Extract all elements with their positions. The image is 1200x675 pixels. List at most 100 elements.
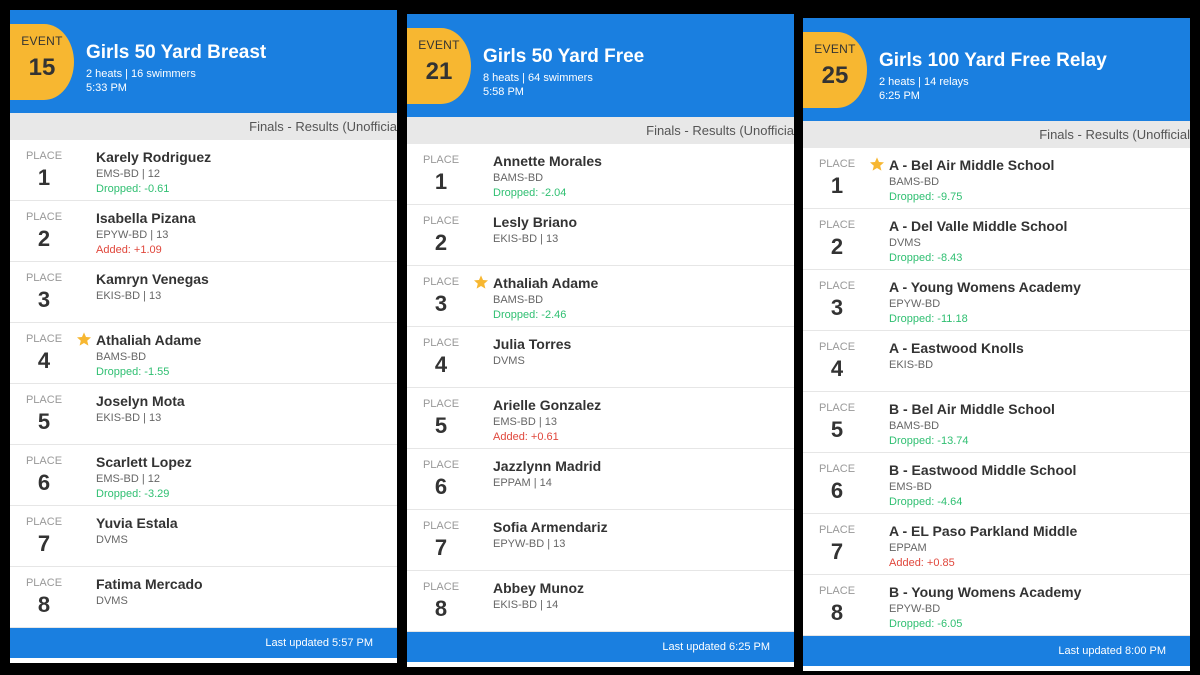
place-label: PLACE — [422, 520, 460, 532]
swimmer-name: Kamryn Venegas — [96, 271, 209, 287]
place-label: PLACE — [25, 150, 63, 162]
result-row: PLACE 6 Jazzlynn Madrid EPPAM | 14 — [407, 449, 794, 510]
place-label: PLACE — [818, 402, 856, 414]
star-icon — [869, 156, 885, 177]
result-row: PLACE 7 Sofia Armendariz EPYW-BD | 13 — [407, 510, 794, 571]
result-row: PLACE 4 A - Eastwood Knolls EKIS-BD — [803, 331, 1190, 392]
place-label: PLACE — [818, 219, 856, 231]
event-time: 5:58 PM — [483, 86, 524, 98]
team: EPYW-BD — [889, 603, 941, 615]
time-change: Dropped: -8.43 — [889, 252, 963, 264]
time-change: Dropped: -2.04 — [493, 187, 567, 199]
team: BAMS-BD — [96, 351, 147, 363]
result-row: PLACE 8 B - Young Womens Academy EPYW-BD Dro… — [803, 575, 1190, 636]
event-panel: EVENT 21 Girls 50 Yard Free 8 heats | 64 sw… — [407, 14, 794, 667]
place: 5 — [830, 417, 844, 442]
swimmer-name: A - Del Valle Middle School — [889, 218, 1068, 234]
place: 6 — [37, 470, 51, 495]
swimmer-name: Yuvia Estala — [96, 515, 178, 531]
place: 3 — [830, 295, 844, 320]
star — [474, 275, 488, 289]
result-row: PLACE 6 B - Eastwood Middle School EMS-BD Dr… — [803, 453, 1190, 514]
place-label: PLACE — [818, 158, 856, 170]
result-row: PLACE 2 Lesly Briano EKIS-BD | 13 — [407, 205, 794, 266]
result-row: PLACE 2 Isabella Pizana EPYW-BD | 13 Added: … — [10, 201, 397, 262]
event-header: EVENT 21 Girls 50 Yard Free 8 heats | 64 sw… — [407, 14, 794, 117]
swimmer-name: A - Bel Air Middle School — [889, 157, 1055, 173]
team: EMS-BD | 13 — [493, 416, 557, 428]
team: DVMS — [889, 237, 921, 249]
time-change: Dropped: -6.05 — [889, 618, 963, 630]
team: BAMS-BD — [889, 420, 940, 432]
place-label: PLACE — [422, 581, 460, 593]
section-bar: Finals - Results (Unofficia — [10, 113, 397, 140]
event-label: EVENT — [418, 38, 460, 52]
place: 6 — [830, 478, 844, 503]
result-row: PLACE 4 Athaliah Adame BAMS-BD Dropped: -1.5… — [10, 323, 397, 384]
place: 6 — [434, 474, 448, 499]
swimmer-name: Scarlett Lopez — [96, 454, 192, 470]
section-bar: Finals - Results (Unofficia — [407, 117, 794, 144]
team: BAMS-BD — [493, 294, 544, 306]
swimmer-name: Athaliah Adame — [493, 275, 599, 291]
team: EPPAM — [889, 542, 927, 554]
time-change: Added: +0.61 — [493, 431, 559, 443]
event-info: 8 heats | 64 swimmers 5:58 PM — [483, 71, 593, 99]
swimmer-name: Joselyn Mota — [96, 393, 185, 409]
team: EKIS-BD | 13 — [96, 412, 162, 424]
swimmer-name: Karely Rodriguez — [96, 149, 212, 165]
result-row: PLACE 2 A - Del Valle Middle School DVMS Dro… — [803, 209, 1190, 270]
team: EPYW-BD | 13 — [96, 229, 169, 241]
place: 2 — [434, 230, 448, 255]
heats: 2 heats | 16 swimmers — [86, 68, 196, 80]
swimmer-name: B - Eastwood Middle School — [889, 462, 1077, 478]
team: EKIS-BD — [889, 359, 934, 371]
time-change: Added: +1.09 — [96, 244, 162, 256]
result-row: PLACE 3 A - Young Womens Academy EPYW-BD Dro… — [803, 270, 1190, 331]
result-row: PLACE 1 Karely Rodriguez EMS-BD | 12 Dropped… — [10, 140, 397, 201]
swimmer-name: B - Young Womens Academy — [889, 584, 1082, 600]
place-label: PLACE — [818, 585, 856, 597]
team: EKIS-BD | 13 — [493, 233, 559, 245]
swimmer-name: B - Bel Air Middle School — [889, 401, 1055, 417]
place-label: PLACE — [25, 333, 63, 345]
place: 5 — [37, 409, 51, 434]
place: 3 — [37, 287, 51, 312]
place-label: PLACE — [422, 215, 460, 227]
event-info: 2 heats | 16 swimmers 5:33 PM — [86, 67, 196, 95]
place: 7 — [434, 535, 448, 560]
event-label: EVENT — [814, 42, 856, 56]
swimmer-name: Fatima Mercado — [96, 576, 203, 592]
swimmer-name: A - Eastwood Knolls — [889, 340, 1024, 356]
place-label: PLACE — [818, 524, 856, 536]
place: 7 — [37, 531, 51, 556]
event-info: 2 heats | 14 relays 6:25 PM — [879, 75, 969, 103]
star — [870, 157, 884, 171]
place: 8 — [830, 600, 844, 625]
event-title: Girls 50 Yard Breast — [86, 42, 267, 63]
time-change: Dropped: -13.74 — [889, 435, 969, 447]
place: 2 — [37, 226, 51, 251]
result-row: PLACE 5 B - Bel Air Middle School BAMS-BD Dr… — [803, 392, 1190, 453]
team: DVMS — [96, 534, 128, 546]
team: EKIS-BD | 14 — [493, 599, 559, 611]
team: EKIS-BD | 13 — [96, 290, 162, 302]
place-label: PLACE — [422, 459, 460, 471]
place-label: PLACE — [818, 280, 856, 292]
swimmer-name: Abbey Munoz — [493, 580, 584, 596]
event-panel: EVENT 25 Girls 100 Yard Free Relay 2 heats … — [803, 18, 1190, 671]
last-updated: Last updated 8:00 PM — [803, 636, 1190, 666]
place-label: PLACE — [422, 398, 460, 410]
team: DVMS — [96, 595, 128, 607]
star-icon — [76, 331, 92, 352]
result-row: PLACE 5 Arielle Gonzalez EMS-BD | 13 Added: … — [407, 388, 794, 449]
last-updated: Last updated 5:57 PM — [10, 628, 397, 658]
time-change: Added: +0.85 — [889, 557, 955, 569]
event-time: 5:33 PM — [86, 82, 127, 94]
event-time: 6:25 PM — [879, 90, 920, 102]
place: 8 — [37, 592, 51, 617]
event-title: Girls 50 Yard Free — [483, 46, 645, 67]
place-label: PLACE — [25, 272, 63, 284]
event-number: 25 — [821, 62, 849, 89]
time-change: Dropped: -1.55 — [96, 366, 170, 378]
